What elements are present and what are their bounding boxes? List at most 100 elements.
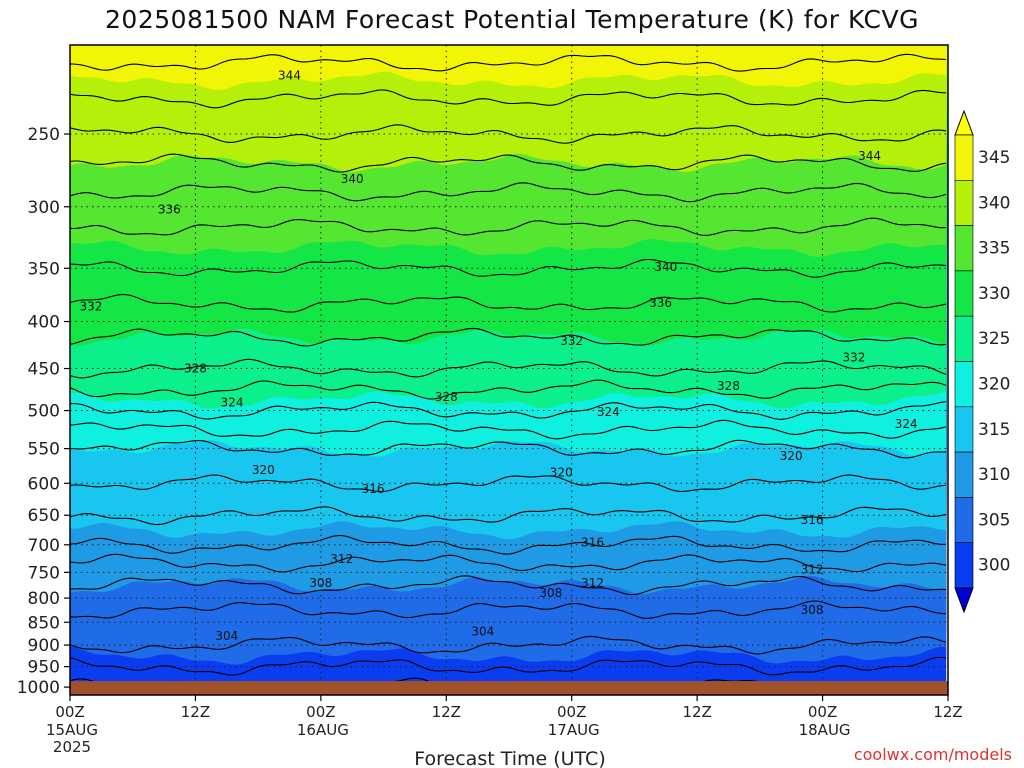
ground-layer	[70, 681, 948, 695]
y-tick-label: 500	[28, 402, 60, 422]
colorbar-segment-320	[954, 361, 974, 408]
colorbar-tick-label: 300	[978, 556, 1010, 576]
colorbar-tick-label: 305	[978, 510, 1010, 530]
y-tick-label: 800	[28, 589, 60, 609]
contour-label: 344	[278, 69, 301, 83]
contour-label: 344	[858, 149, 881, 163]
contour-310	[70, 575, 947, 596]
x-tick-label: 12Z	[432, 703, 461, 721]
contour-label: 340	[654, 260, 677, 274]
colorbar-tick-label: 345	[978, 148, 1010, 168]
plot-area: 344 344 340 340 336 336 332 332 332 328 328 328 324 3…	[70, 45, 948, 695]
x-tick-sublabel: 18AUG	[799, 721, 851, 739]
y-tick-label: 750	[28, 563, 60, 583]
y-tick-label: 400	[28, 313, 60, 333]
gridlines	[70, 45, 948, 695]
y-axis: 250 300 350 400 450 500 550 600 650 700 750 800 850 9…	[17, 125, 70, 698]
x-tick-label: 00Z	[557, 703, 586, 721]
x-tick-label: 00Z	[808, 703, 837, 721]
colorbar-over-arrow	[954, 109, 974, 136]
contour-label: 308	[801, 603, 824, 617]
x-tick-sublabel: 16AUG	[297, 721, 349, 739]
colorbar: 345 340 335 330 325 320 315 310 305 300	[954, 109, 1010, 614]
contour-322	[70, 419, 947, 440]
contour-label: 308	[309, 576, 332, 590]
x-axis-label: Forecast Time (UTC)	[414, 748, 605, 768]
contour-314	[70, 535, 947, 555]
contour-306	[70, 635, 947, 655]
y-tick-label: 300	[28, 198, 60, 218]
x-tick-label: 00Z	[306, 703, 335, 721]
contour-330	[70, 327, 947, 347]
contour-304	[70, 656, 947, 676]
colorbar-segment-300	[954, 542, 974, 589]
contour-label: 340	[341, 172, 364, 186]
x-tick-sublabel: 17AUG	[548, 721, 600, 739]
contour-label: 320	[780, 449, 803, 463]
y-tick-label: 450	[28, 360, 60, 380]
contour-338	[70, 182, 947, 203]
contour-labels: 344 344 340 340 336 336 332 332 332 328 328 328 324 3…	[79, 69, 917, 643]
colorbar-segment-335	[954, 225, 974, 272]
contour-328	[70, 358, 947, 379]
contour-label: 304	[215, 629, 238, 643]
colorbar-segment-310	[954, 451, 974, 498]
contour-label: 308	[539, 586, 562, 600]
plot-frame	[69, 44, 949, 696]
contour-label: 328	[717, 379, 740, 393]
contour-344	[70, 89, 947, 109]
colorbar-tick-label: 325	[978, 329, 1010, 349]
contour-334	[70, 258, 947, 278]
contour-label: 328	[435, 390, 458, 404]
colorbar-tick-label: 320	[978, 375, 1010, 395]
x-tick-label: 12Z	[933, 703, 962, 721]
contour-340	[70, 153, 947, 173]
contour-312	[70, 553, 947, 573]
contour-label: 332	[79, 299, 102, 313]
contour-label: 332	[842, 351, 865, 365]
contour-label: 316	[362, 482, 385, 496]
colorbar-tick-label: 330	[978, 284, 1010, 304]
colorbar-segment-325	[954, 315, 974, 362]
contour-label: 312	[581, 576, 604, 590]
x-tick-label: 12Z	[181, 703, 210, 721]
contour-316	[70, 506, 947, 526]
contour-label: 324	[597, 405, 620, 419]
colorbar-segment-340	[954, 180, 974, 226]
chart-title: 2025081500 NAM Forecast Potential Temper…	[105, 5, 919, 34]
contour-336	[70, 217, 947, 236]
credit-text: coolwx.com/models	[854, 745, 1012, 764]
contour-324	[70, 401, 947, 420]
colorbar-tick-label: 310	[978, 465, 1010, 485]
y-tick-label: 1000	[17, 678, 60, 698]
contour-label: 332	[560, 334, 583, 348]
contour-label: 304	[471, 625, 494, 639]
x-tick-sublabel: 15AUG	[46, 721, 98, 739]
contour-label: 336	[649, 296, 672, 310]
color-band-335	[70, 45, 948, 695]
contour-label: 316	[581, 536, 604, 550]
colorbar-tick-label: 315	[978, 420, 1010, 440]
contour-label: 320	[252, 463, 275, 477]
x-tick-label: 00Z	[55, 703, 84, 721]
contour-308	[70, 600, 947, 619]
contour-label: 312	[801, 563, 824, 577]
contour-label: 316	[801, 513, 824, 527]
colorbar-segment-345	[954, 134, 974, 181]
contour-label: 324	[221, 396, 244, 410]
contour-label: 320	[550, 466, 573, 480]
x-tick-label: 12Z	[682, 703, 711, 721]
y-tick-label: 700	[28, 536, 60, 556]
color-band-340	[70, 45, 948, 695]
y-tick-label: 900	[28, 636, 60, 656]
color-bands	[70, 45, 948, 695]
colorbar-segment-305	[954, 497, 974, 543]
contour-342	[70, 124, 947, 144]
y-tick-label: 850	[28, 613, 60, 633]
contour-318	[70, 474, 947, 493]
x-tick-sublabel: 2025	[53, 738, 91, 756]
y-tick-label: 650	[28, 506, 60, 526]
colorbar-under-arrow	[954, 587, 974, 614]
